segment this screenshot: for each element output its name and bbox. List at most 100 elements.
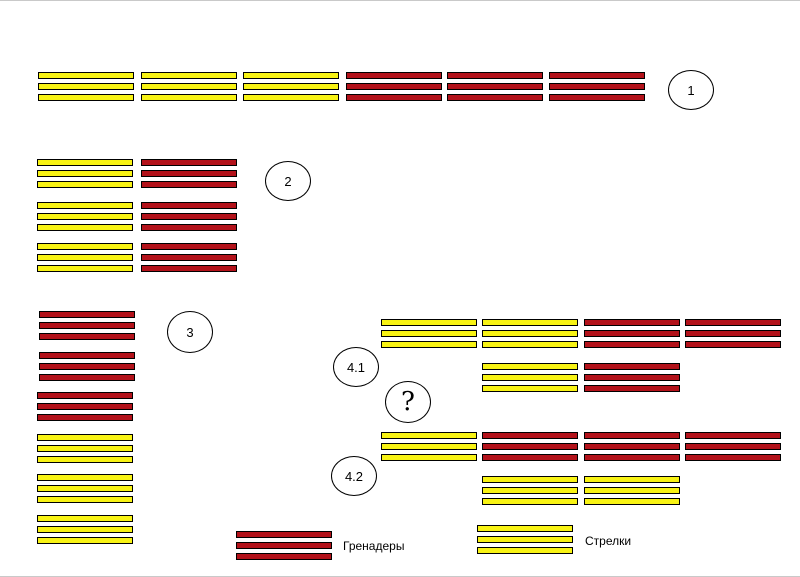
grenadier-bar (549, 83, 645, 90)
grenadier-bar (236, 542, 332, 549)
grenadier-bar (584, 319, 680, 326)
rifleman-bar (38, 94, 134, 101)
formation-label-1: 1 (668, 70, 714, 110)
rifleman-bar (37, 445, 133, 452)
rifleman-bar (381, 341, 477, 348)
rifleman-bar (37, 537, 133, 544)
rifleman-bar (243, 72, 339, 79)
rifleman-bar (584, 476, 680, 483)
rifleman-bar (141, 83, 237, 90)
rifleman-bar (482, 385, 578, 392)
grenadier-bar (39, 311, 135, 318)
rifleman-bar (37, 243, 133, 250)
grenadier-bar (141, 213, 237, 220)
rifleman-bar (482, 487, 578, 494)
rifleman-bar (584, 498, 680, 505)
grenadier-bar (447, 72, 543, 79)
rifleman-bar (482, 330, 578, 337)
rifleman-bar (141, 94, 237, 101)
rifleman-bar (37, 224, 133, 231)
grenadier-bar (482, 443, 578, 450)
rifleman-bar (37, 181, 133, 188)
grenadier-bar (549, 94, 645, 101)
rifleman-bar (477, 525, 573, 532)
grenadier-bar (37, 392, 133, 399)
formation-label-3: 3 (167, 311, 213, 353)
rifleman-bar (37, 170, 133, 177)
grenadier-bar (37, 414, 133, 421)
rifleman-bar (37, 434, 133, 441)
grenadier-bar (584, 374, 680, 381)
question-mark-label: ? (385, 381, 431, 423)
grenadier-bar (141, 159, 237, 166)
grenadier-bar (141, 265, 237, 272)
grenadier-bar (346, 83, 442, 90)
grenadier-bar (141, 224, 237, 231)
rifleman-bar (37, 496, 133, 503)
grenadier-bar (685, 341, 781, 348)
rifleman-bar (482, 319, 578, 326)
rifleman-bar (482, 476, 578, 483)
grenadier-bar (482, 454, 578, 461)
grenadier-bar (584, 385, 680, 392)
rifleman-bar (584, 487, 680, 494)
rifleman-bar (37, 456, 133, 463)
formation-label-4-2: 4.2 (331, 456, 377, 496)
rifleman-bar (38, 83, 134, 90)
grenadier-bar (549, 72, 645, 79)
rifleman-bar (37, 526, 133, 533)
rifleman-bar (381, 454, 477, 461)
rifleman-bar (38, 72, 134, 79)
grenadier-bar (685, 330, 781, 337)
formation-label-4-1: 4.1 (333, 347, 379, 387)
formation-label-2: 2 (265, 161, 311, 201)
grenadier-bar (584, 363, 680, 370)
rifleman-bar (37, 265, 133, 272)
grenadier-bar (39, 374, 135, 381)
grenadier-bar (39, 363, 135, 370)
grenadier-bar (584, 454, 680, 461)
grenadier-bar (685, 443, 781, 450)
grenadier-bar (447, 94, 543, 101)
rifleman-bar (482, 498, 578, 505)
grenadier-bar (141, 202, 237, 209)
rifleman-bar (37, 254, 133, 261)
rifleman-bar (477, 547, 573, 554)
rifleman-bar (243, 83, 339, 90)
grenadier-bar (141, 181, 237, 188)
rifleman-bar (381, 330, 477, 337)
grenadier-bar (37, 403, 133, 410)
rifleman-bar (381, 319, 477, 326)
grenadier-bar (141, 254, 237, 261)
rifleman-bar (243, 94, 339, 101)
rifleman-bar (381, 432, 477, 439)
rifleman-bar (482, 374, 578, 381)
grenadier-bar (39, 333, 135, 340)
grenadier-bar (584, 443, 680, 450)
legend-grenadiers-label: Гренадеры (343, 539, 405, 553)
rifleman-bar (477, 536, 573, 543)
grenadier-bar (346, 94, 442, 101)
grenadier-bar (685, 319, 781, 326)
grenadier-bar (584, 432, 680, 439)
grenadier-bar (685, 454, 781, 461)
rifleman-bar (37, 159, 133, 166)
rifleman-bar (381, 443, 477, 450)
grenadier-bar (447, 83, 543, 90)
rifleman-bar (37, 485, 133, 492)
grenadier-bar (141, 243, 237, 250)
grenadier-bar (584, 330, 680, 337)
legend-riflemen-label: Стрелки (585, 534, 632, 548)
rifleman-bar (141, 72, 237, 79)
rifleman-bar (482, 363, 578, 370)
rifleman-bar (37, 515, 133, 522)
rifleman-bar (37, 202, 133, 209)
grenadier-bar (685, 432, 781, 439)
grenadier-bar (346, 72, 442, 79)
grenadier-bar (39, 322, 135, 329)
rifleman-bar (37, 474, 133, 481)
grenadier-bar (39, 352, 135, 359)
rifleman-bar (37, 213, 133, 220)
grenadier-bar (141, 170, 237, 177)
grenadier-bar (584, 341, 680, 348)
